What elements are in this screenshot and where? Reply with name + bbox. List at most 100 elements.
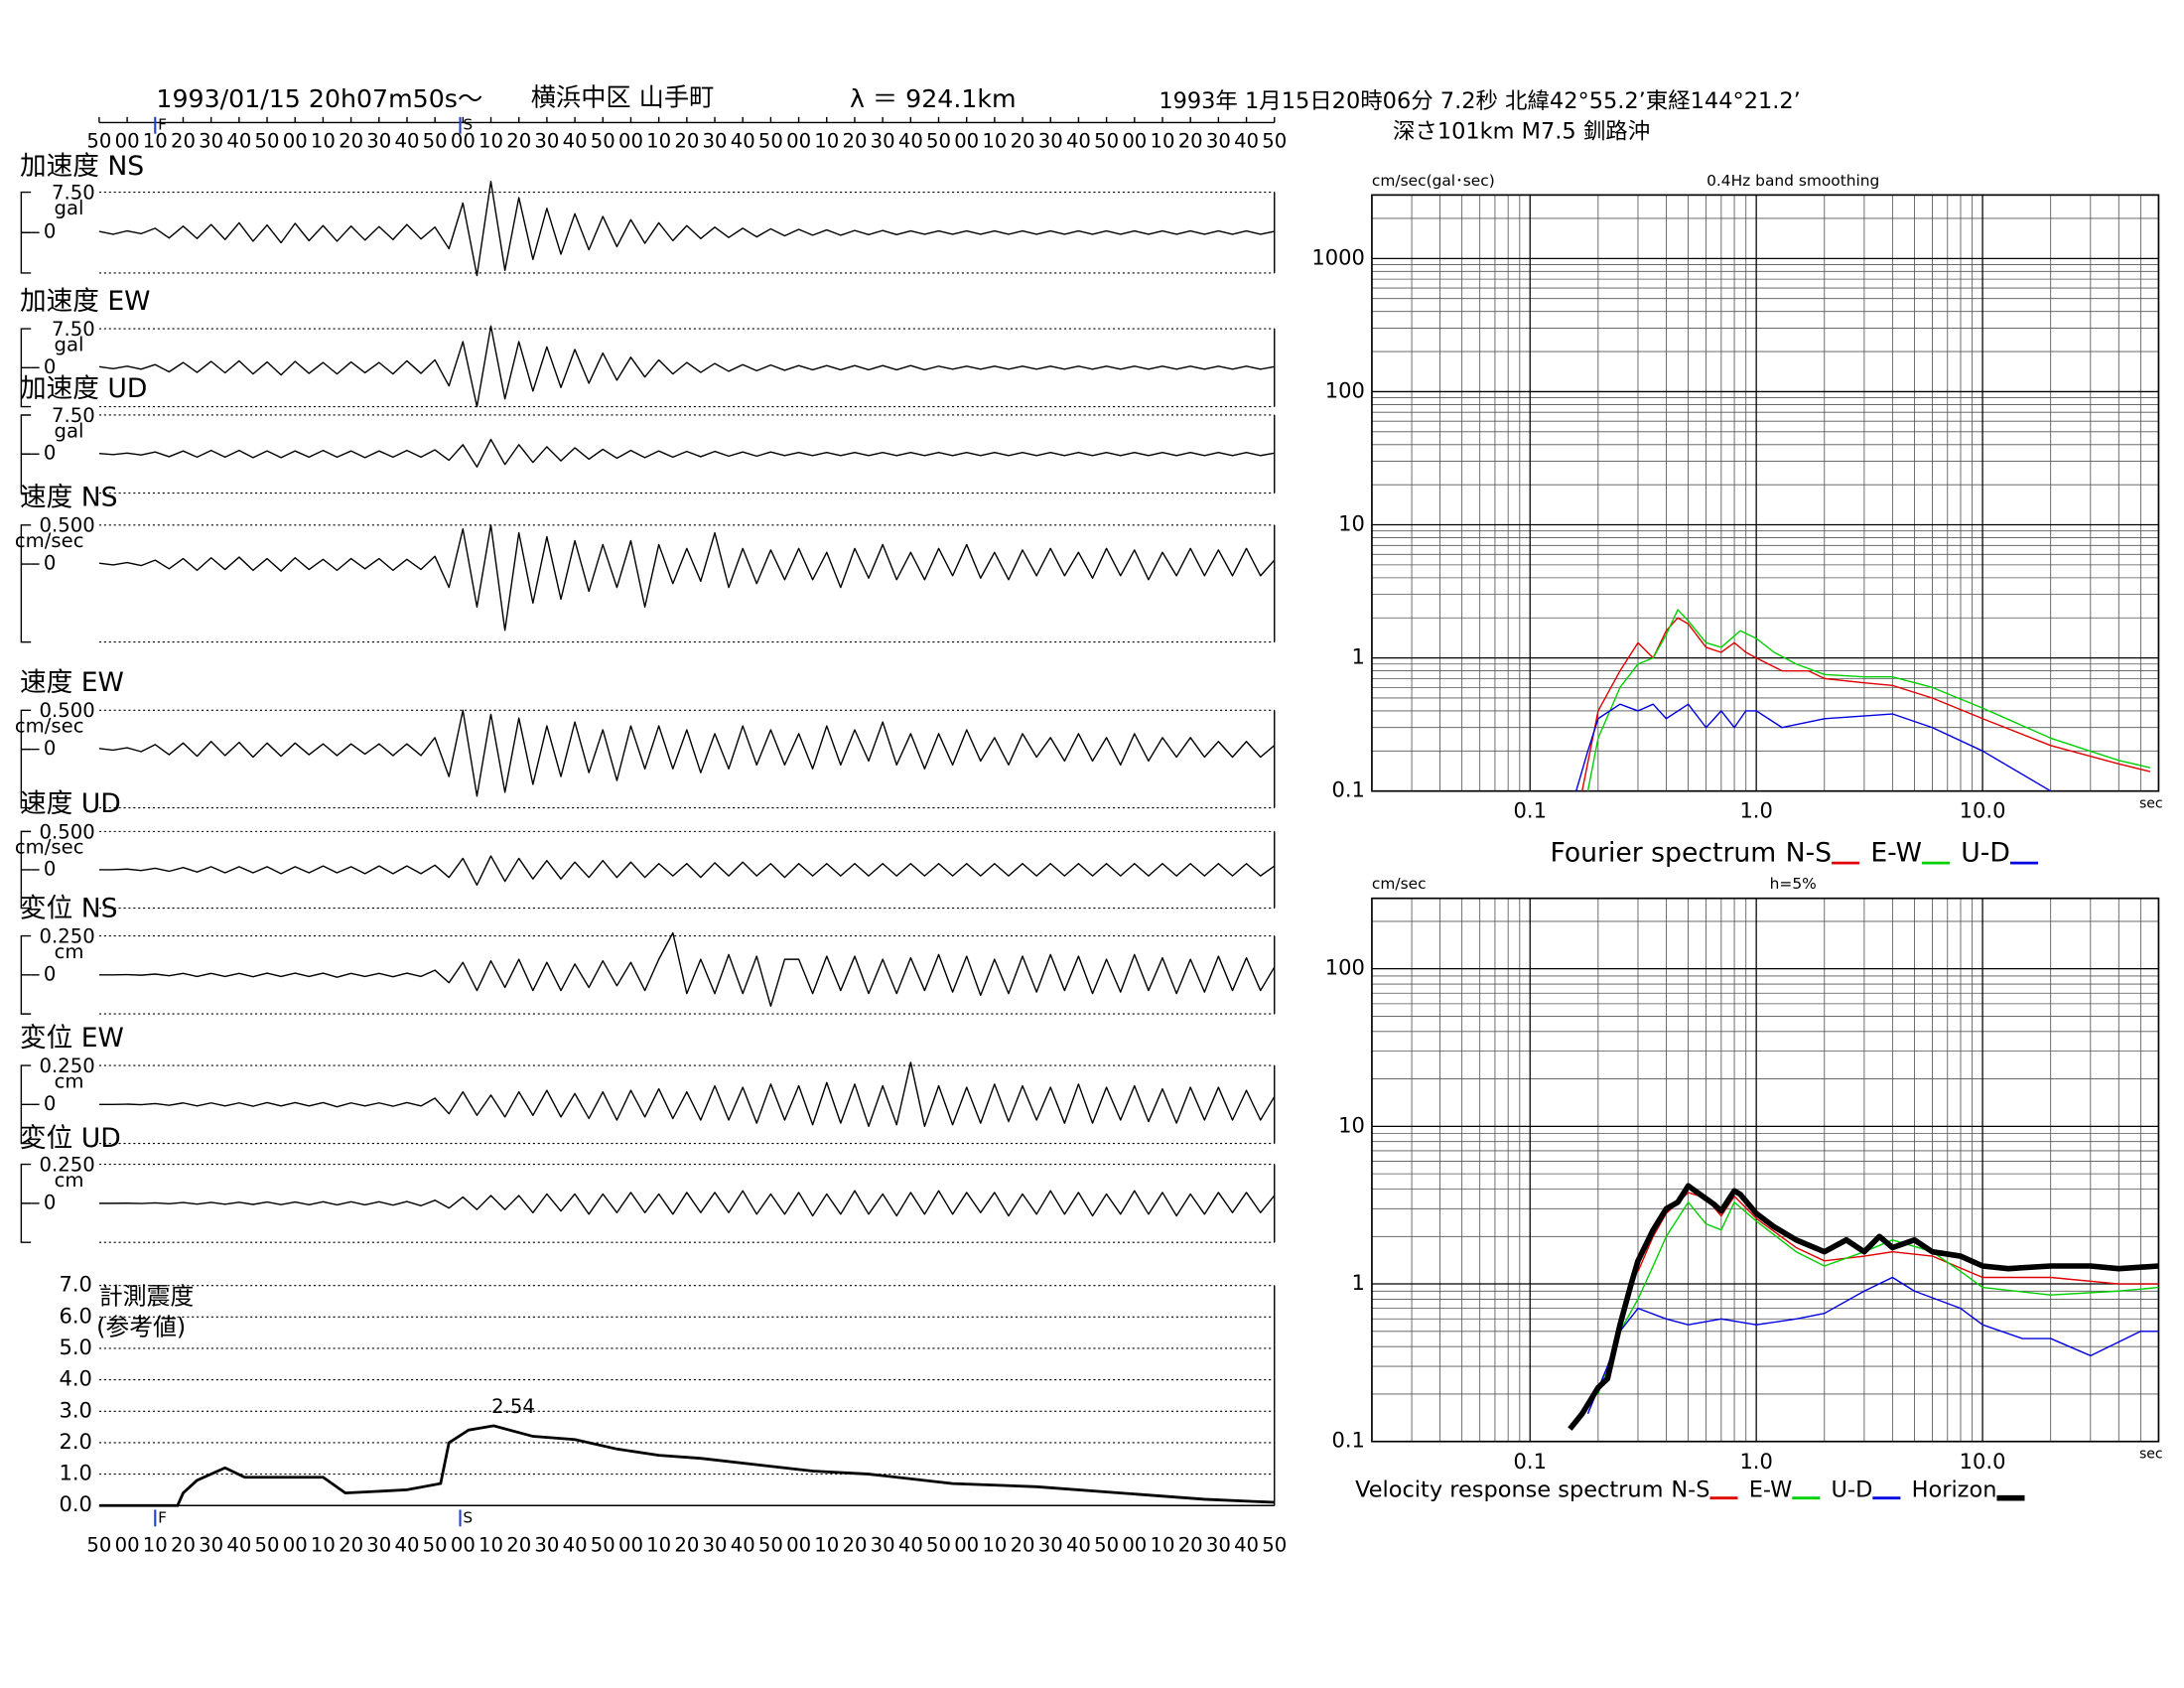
y-tick-label: 100 <box>1325 377 1365 402</box>
y-tick-label: 0 <box>44 220 56 243</box>
y-tick-label: 0 <box>44 1191 56 1213</box>
phase-label: F <box>158 1508 167 1526</box>
time-label: 00 <box>786 130 811 153</box>
y-tick-label: 10 <box>1338 1112 1365 1137</box>
waveform <box>98 181 1275 277</box>
waveform <box>98 931 1276 1007</box>
x-tick-label: 0.1 <box>1514 1449 1547 1474</box>
legend-label: U-D <box>1832 1477 1873 1502</box>
time-label: 50 <box>758 1533 783 1556</box>
time-label: 40 <box>1234 1533 1259 1556</box>
time-label: 20 <box>842 130 867 153</box>
phase-label: S <box>463 1508 473 1526</box>
station-name: 横浜中区 山手町 <box>531 83 715 112</box>
time-label: 00 <box>1122 1533 1147 1556</box>
y-tick-label: 0.250 <box>40 1154 95 1177</box>
time-label: 30 <box>1038 130 1063 153</box>
legend-label: Horizon <box>1912 1477 1997 1502</box>
waveform <box>98 709 1276 797</box>
time-label: 20 <box>1011 130 1035 153</box>
y-tick-label: 10 <box>1338 511 1365 536</box>
time-label: 20 <box>1178 130 1203 153</box>
time-label: 50 <box>1094 1533 1119 1556</box>
y-tick-label: 0.1 <box>1331 777 1364 802</box>
time-label: 30 <box>703 130 728 153</box>
y-tick-label: 7.50 <box>52 404 95 427</box>
unit-label: gal <box>55 197 84 219</box>
y-tick-label: 1.0 <box>59 1461 91 1485</box>
time-label: 40 <box>731 1533 755 1556</box>
unit-label: cm/sec <box>15 529 84 552</box>
time-label: 20 <box>171 130 196 153</box>
y-tick-label: 100 <box>1325 955 1365 980</box>
y-axis-label: cm/sec(gal･sec) <box>1372 172 1495 190</box>
time-label: 10 <box>478 130 503 153</box>
unit-label: cm/sec <box>15 836 84 859</box>
time-label: 10 <box>1151 130 1175 153</box>
time-label: 50 <box>86 1533 111 1556</box>
bracket <box>20 414 32 494</box>
time-label: 40 <box>1066 130 1091 153</box>
y-tick-label: 0 <box>44 857 56 880</box>
time-label: 40 <box>563 130 588 153</box>
trace-title: 速度 EW <box>20 667 124 698</box>
bracket <box>20 830 32 910</box>
bracket <box>20 1064 32 1145</box>
time-label: 10 <box>1151 1533 1175 1556</box>
time-label: 00 <box>954 130 979 153</box>
y-tick-label: 7.50 <box>52 318 95 341</box>
trace-title: 速度 NS <box>20 483 118 513</box>
legend-label: U-D <box>1961 837 2010 868</box>
y-tick-label: 0 <box>44 552 56 575</box>
time-label: 40 <box>394 130 419 153</box>
trace-title: 変位 UD <box>20 1123 121 1154</box>
x-tick-label: 0.1 <box>1514 798 1547 823</box>
peak-label: 2.54 <box>491 1395 535 1418</box>
phase-label: F <box>158 116 167 134</box>
y-tick-label: 3.0 <box>59 1397 91 1422</box>
time-label: 00 <box>283 130 308 153</box>
unit-label: gal <box>55 333 84 355</box>
time-label: 50 <box>423 130 448 153</box>
y-tick-label: 0.250 <box>40 1055 95 1077</box>
y-tick-label: 7.50 <box>52 181 95 204</box>
time-label: 00 <box>1122 130 1147 153</box>
time-label: 30 <box>871 130 895 153</box>
x-tick-label: 1.0 <box>1739 1449 1772 1474</box>
waveform <box>98 325 1275 408</box>
time-label: 10 <box>646 130 671 153</box>
time-label: 30 <box>366 130 391 153</box>
time-label: 30 <box>703 1533 728 1556</box>
time-label: 40 <box>898 1533 923 1556</box>
trace-title: 加速度 NS <box>20 151 144 182</box>
time-label: 20 <box>674 130 699 153</box>
bracket <box>20 524 32 643</box>
time-label: 20 <box>674 1533 699 1556</box>
y-tick-label: 1 <box>1352 644 1365 669</box>
x-tick-label: 1.0 <box>1739 798 1772 823</box>
y-tick-label: 2.0 <box>59 1429 91 1454</box>
bracket <box>20 1163 32 1243</box>
bracket <box>20 934 32 1015</box>
legend-label: N-S <box>1786 837 1832 868</box>
legend-label: N-S <box>1671 1477 1709 1502</box>
time-label: 20 <box>1011 1533 1035 1556</box>
time-label: 40 <box>563 1533 588 1556</box>
time-label: 10 <box>311 1533 336 1556</box>
time-label: 30 <box>1038 1533 1063 1556</box>
time-label: 50 <box>86 130 111 153</box>
time-label: 50 <box>591 1533 615 1556</box>
record-datetime: 1993/01/15 20h07m50s～ <box>156 84 482 113</box>
phase-label: S <box>463 116 473 134</box>
y-tick-label: 0 <box>44 355 56 378</box>
time-label: 50 <box>255 130 280 153</box>
time-label: 30 <box>199 130 223 153</box>
legend-title: Fourier spectrum <box>1550 837 1776 868</box>
time-label: 20 <box>506 1533 531 1556</box>
y-tick-label: 0 <box>44 442 56 465</box>
time-label: 50 <box>1262 130 1287 153</box>
chart-subtitle: (参考値) <box>96 1314 186 1341</box>
y-axis-label: cm/sec <box>1372 875 1427 893</box>
time-label: 10 <box>311 130 336 153</box>
time-label: 00 <box>451 130 476 153</box>
